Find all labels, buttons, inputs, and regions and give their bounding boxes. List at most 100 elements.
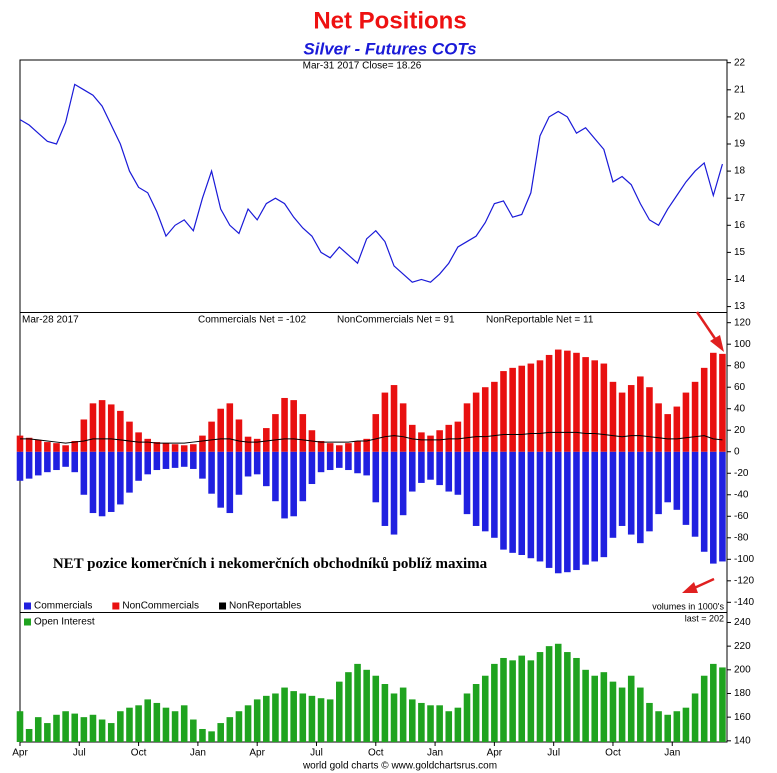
x-tick-label: Oct [605,748,621,759]
bar [600,451,608,558]
y-tick-label: 220 [734,641,751,652]
bar [573,657,580,742]
bar [53,451,60,471]
bar [217,408,224,452]
bar [472,392,480,452]
bar [390,451,398,535]
panel-header: NonCommercials Net = 91 [337,315,455,326]
y-tick-label: 160 [734,712,751,723]
bar [208,731,215,742]
bar [135,705,142,742]
bar [199,435,206,452]
panel-header: NonReportable Net = 11 [486,315,594,326]
bar [208,421,215,452]
bar [627,675,635,742]
bar [591,675,599,742]
bar [345,672,352,742]
bar [573,451,580,571]
bar [199,728,206,742]
bar [700,675,708,742]
bar [454,421,462,452]
bar [408,451,416,492]
y-tick-label: 16 [734,220,746,231]
legend-swatch [24,618,31,626]
bar [381,684,389,742]
y-tick-label: 18 [734,166,746,177]
y-tick-label: 14 [734,274,746,285]
bar [454,451,462,495]
bar [527,451,535,559]
bar [98,451,106,517]
bar [582,357,589,452]
legend-label: Open Interest [34,617,95,628]
bar [427,451,434,480]
bar [253,699,261,742]
y-tick-label: 200 [734,664,751,675]
bar [554,349,562,452]
bar [500,451,507,550]
bar [637,687,644,742]
bar [646,702,653,742]
panel-header: last = 202 [685,613,724,623]
bar [144,451,152,475]
bar [25,728,33,742]
bar [62,451,69,467]
source: world gold charts © www.goldchartsrus.co… [302,761,497,772]
y-tick-label: -20 [734,468,749,479]
bar [80,717,88,742]
bar [253,438,261,452]
bar [153,442,161,452]
x-tick-label: Apr [249,748,265,759]
bar [664,414,671,452]
bar [345,443,352,452]
bar [217,451,224,508]
x-tick-label: Oct [368,748,384,759]
bar [34,439,42,452]
bar [89,403,97,452]
bar [263,451,270,487]
bar [354,663,361,742]
bar [655,711,662,742]
bar [381,392,389,452]
bar [71,713,79,742]
bar [390,693,398,742]
bar [481,451,489,532]
bar [609,381,617,452]
bar [217,723,224,742]
bar [673,406,681,452]
y-tick-label: 140 [734,735,751,746]
bar [491,663,498,742]
bar [326,451,334,471]
bar [710,663,717,742]
y-tick-label: 240 [734,617,751,628]
bar [609,451,617,538]
bar [235,711,243,742]
bar [436,430,443,452]
x-tick-label: Jul [73,748,86,759]
bar [399,403,407,452]
y-tick-label: 180 [734,688,751,699]
bar [591,360,599,452]
bar [336,451,343,468]
bar [536,652,544,742]
bar [144,699,152,742]
bar [481,387,489,452]
bar [126,451,133,493]
legend-swatch [219,602,227,610]
bar [107,723,115,742]
y-tick-label: -100 [734,554,754,565]
bar [34,717,42,742]
bar [472,451,480,526]
bar [618,687,626,742]
bar [299,693,307,742]
annotation: NET pozice komerčních i nekomerčních obc… [52,556,488,572]
bar [98,719,106,742]
x-tick-label: Apr [487,748,503,759]
bar [190,719,197,742]
bar [98,400,106,452]
y-tick-label: 60 [734,382,746,393]
bar [618,451,626,526]
bar [399,687,407,742]
legend-swatch [112,602,120,610]
